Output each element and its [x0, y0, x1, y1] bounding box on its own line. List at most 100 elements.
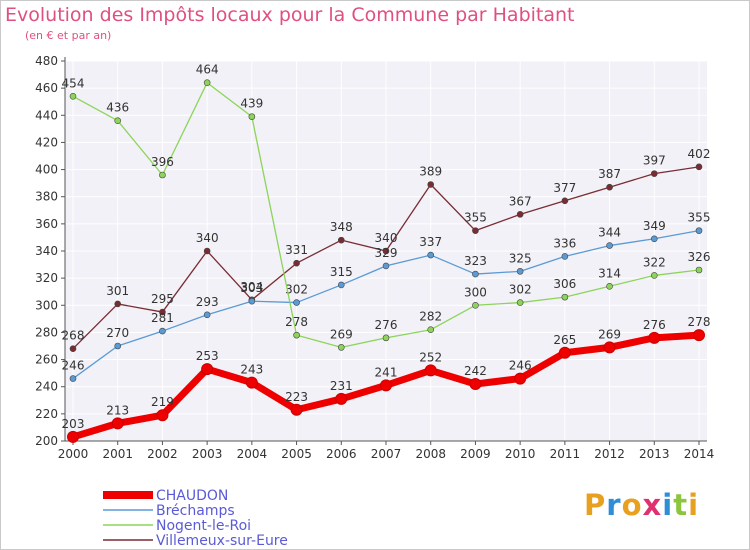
data-point	[469, 378, 482, 390]
data-point	[695, 266, 703, 274]
data-label: 439	[240, 97, 263, 111]
x-tick-label: 2009	[460, 447, 491, 461]
data-label: 268	[62, 329, 85, 343]
data-point	[427, 326, 435, 334]
y-tick-label: 300	[35, 298, 58, 312]
data-point	[248, 113, 256, 120]
data-label: 454	[62, 76, 85, 90]
data-label: 340	[375, 231, 398, 245]
logo-letter: x	[642, 488, 663, 522]
data-point	[650, 170, 658, 177]
data-point	[337, 281, 345, 289]
data-point	[380, 379, 392, 392]
data-point	[111, 417, 124, 430]
data-label: 269	[330, 327, 353, 341]
data-label: 326	[688, 250, 711, 264]
x-tick-label: 2005	[281, 447, 312, 461]
data-point	[203, 311, 211, 319]
data-point	[693, 329, 705, 342]
data-label: 223	[285, 390, 308, 404]
data-label: 306	[553, 277, 576, 291]
data-label: 389	[419, 165, 442, 179]
logo-letter: t	[673, 488, 689, 522]
x-tick-label: 2012	[594, 447, 625, 461]
logo-letter: i	[688, 488, 700, 522]
data-point	[382, 247, 390, 255]
data-label: 387	[598, 167, 621, 181]
data-point	[514, 372, 527, 385]
data-label: 213	[106, 403, 129, 417]
data-label: 276	[375, 318, 398, 332]
data-point	[424, 364, 437, 377]
y-tick-label: 460	[35, 81, 58, 95]
data-label: 242	[464, 364, 487, 378]
data-point	[337, 344, 345, 351]
data-point	[67, 430, 79, 443]
data-label: 402	[688, 147, 711, 161]
data-label: 322	[643, 255, 666, 269]
legend-label: CHAUDON	[156, 488, 228, 504]
x-tick-label: 2011	[550, 447, 581, 461]
data-point	[561, 197, 569, 205]
data-point	[159, 171, 166, 179]
y-tick-label: 420	[35, 135, 58, 149]
data-point	[648, 331, 661, 344]
chart-title: Evolution des Impôts locaux pour la Comm…	[5, 4, 575, 26]
data-point	[335, 392, 348, 405]
data-point	[561, 253, 569, 260]
data-label: 337	[419, 235, 442, 249]
data-point	[245, 376, 258, 389]
data-label: 344	[598, 226, 621, 240]
data-label: 349	[643, 219, 666, 233]
x-tick-label: 2002	[147, 447, 178, 461]
data-label: 301	[106, 284, 129, 298]
data-label: 231	[330, 379, 353, 393]
y-tick-label: 480	[35, 54, 58, 68]
logo-letter: P	[584, 488, 607, 522]
data-label: 436	[106, 101, 129, 115]
data-label: 367	[509, 194, 532, 208]
data-point	[159, 327, 166, 335]
y-tick-label: 440	[35, 108, 58, 122]
data-label: 397	[643, 154, 666, 168]
data-label: 265	[553, 333, 576, 347]
data-label: 303	[240, 281, 263, 295]
data-point	[472, 270, 479, 278]
data-point	[293, 331, 300, 339]
data-label: 278	[688, 315, 711, 329]
data-label: 325	[509, 251, 532, 265]
data-point	[201, 363, 214, 376]
x-tick-label: 2014	[684, 447, 715, 461]
data-point	[293, 299, 300, 306]
data-label: 329	[375, 246, 398, 260]
data-point	[472, 227, 479, 234]
legend-label: Bréchamps	[156, 503, 235, 519]
y-tick-label: 220	[35, 407, 58, 421]
data-label: 252	[419, 350, 442, 364]
x-tick-label: 2013	[639, 447, 670, 461]
y-tick-label: 400	[35, 163, 58, 177]
data-label: 302	[509, 283, 532, 297]
data-label: 302	[285, 283, 308, 297]
data-label: 241	[375, 365, 398, 379]
y-tick-label: 260	[35, 353, 58, 367]
x-tick-label: 2007	[371, 447, 402, 461]
data-point	[156, 409, 169, 422]
data-point	[337, 236, 345, 244]
data-label: 331	[285, 243, 308, 257]
data-point	[516, 211, 524, 218]
data-label: 300	[464, 285, 487, 299]
data-label: 276	[643, 318, 666, 332]
legend-label: Villemeux-sur-Eure	[156, 533, 288, 549]
y-tick-label: 360	[35, 217, 58, 231]
data-label: 315	[330, 265, 353, 279]
data-point	[472, 301, 479, 309]
data-point	[561, 293, 569, 301]
data-label: 348	[330, 220, 353, 234]
data-label: 219	[151, 395, 174, 409]
data-point	[248, 297, 256, 305]
x-tick-label: 2010	[505, 447, 536, 461]
data-label: 269	[598, 327, 621, 341]
x-tick-label: 2008	[415, 447, 446, 461]
